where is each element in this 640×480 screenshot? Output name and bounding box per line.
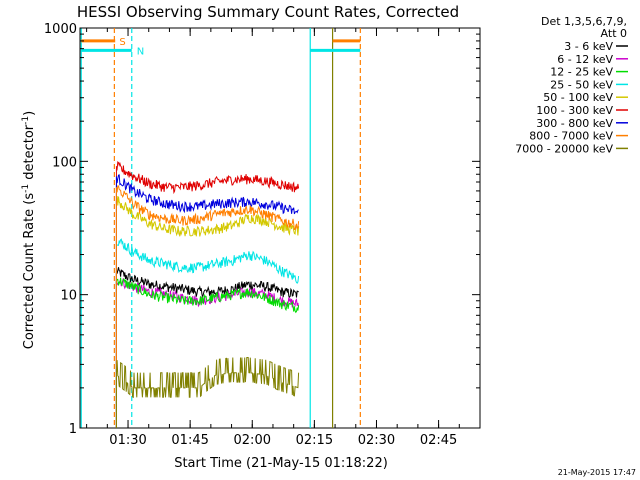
legend-entry-label: 800 - 7000 keV	[529, 130, 613, 143]
flag-label: S	[119, 37, 125, 48]
legend-entry-label: 50 - 100 keV	[543, 91, 613, 104]
y-tick-label: 10	[60, 289, 77, 304]
y-tick-label: 1	[69, 422, 77, 437]
series-line	[115, 267, 299, 299]
series-line	[115, 160, 300, 195]
y-tick-label: 100	[52, 155, 77, 170]
legend-entry-label: 300 - 800 keV	[536, 117, 613, 130]
chart-title: HESSI Observing Summary Count Rates, Cor…	[77, 3, 459, 21]
y-axis-label: Corrected Count Rate (s-1 detector-1)	[21, 111, 37, 349]
x-tick-label: 02:15	[296, 433, 333, 448]
series-line	[115, 174, 299, 215]
x-tick-label: 02:45	[420, 433, 457, 448]
observation-markers: SN	[80, 28, 361, 428]
y-tick-label: 1000	[44, 22, 77, 37]
legend-header-detectors: Det 1,3,5,6,7,9,	[541, 15, 627, 28]
footer-timestamp: 21-May-2015 17:47	[558, 468, 636, 477]
series-line	[115, 196, 300, 238]
plot-frame	[79, 27, 481, 429]
series-lines	[115, 160, 300, 428]
series-line	[116, 238, 300, 284]
series-line	[116, 185, 300, 231]
axes: 01:30 01:45 02:00 02:15 02:30 02:45 1 10 100 1000	[44, 22, 480, 448]
series-line	[115, 357, 300, 399]
legend-entry-label: 12 - 25 keV	[550, 66, 613, 79]
flag-label: N	[137, 46, 144, 57]
legend-entry-label: 3 - 6 keV	[564, 40, 613, 53]
x-tick-label: 02:00	[234, 433, 271, 448]
legend-header-attenuator: Att 0	[601, 27, 627, 40]
x-tick-label: 02:30	[358, 433, 395, 448]
legend-entry-label: 6 - 12 keV	[557, 53, 613, 66]
series-line	[115, 277, 300, 314]
x-axis-label: Start Time (21-May-15 01:18:22)	[174, 456, 388, 471]
legend-entry-label: 100 - 300 keV	[536, 104, 613, 117]
x-tick-label: 01:30	[109, 433, 146, 448]
legend-entry-label: 25 - 50 keV	[550, 78, 613, 91]
x-tick-label: 01:45	[171, 433, 208, 448]
legend-entry-label: 7000 - 20000 keV	[515, 142, 613, 155]
